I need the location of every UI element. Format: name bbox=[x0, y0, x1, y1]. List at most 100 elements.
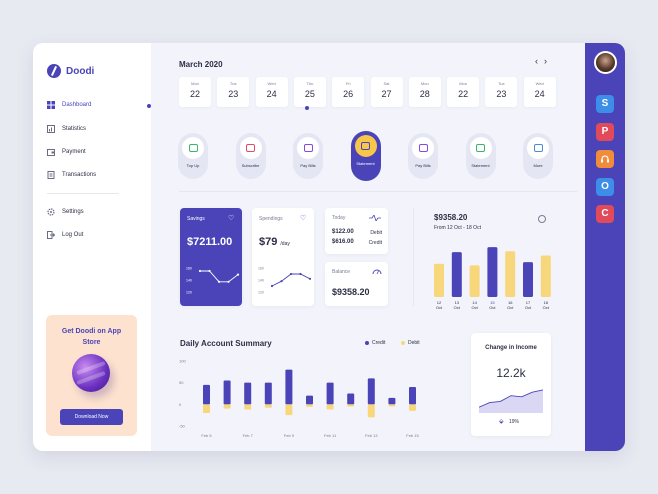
income-change-card: Change in Income 12.2k ⬙ 19% bbox=[471, 333, 551, 436]
y-tick-label: 50 bbox=[179, 380, 184, 385]
tick-label: 160 bbox=[186, 267, 192, 271]
daily-summary-title: Daily Account Summary bbox=[180, 339, 272, 348]
tick-label: 160 bbox=[258, 267, 264, 271]
sidebar-item-logout[interactable]: Log Out bbox=[47, 231, 142, 239]
sidebar-item-label: Log Out bbox=[62, 232, 84, 238]
heart-icon[interactable]: ♡ bbox=[228, 215, 235, 222]
action-pay-bills[interactable]: Pay Bills bbox=[408, 133, 438, 179]
day-date: 22 bbox=[458, 89, 469, 99]
action-statement[interactable]: Statement bbox=[350, 131, 381, 181]
credit-bar bbox=[264, 382, 272, 405]
options-icon[interactable] bbox=[538, 215, 546, 223]
day-name: Mon bbox=[191, 81, 199, 86]
credit-bar bbox=[223, 380, 231, 405]
savings-card[interactable]: Savings ♡ $7211.00 160 140 120 bbox=[180, 208, 242, 306]
sparkline-point bbox=[270, 284, 274, 288]
legend-label: Debit bbox=[408, 340, 420, 346]
action-more[interactable]: More bbox=[523, 133, 553, 179]
debit-dot bbox=[401, 341, 405, 345]
action-top-up[interactable]: Top Up bbox=[178, 133, 208, 179]
calendar-month: March 2020 bbox=[179, 60, 223, 69]
x-tick-label: Oct bbox=[489, 305, 496, 310]
sparkline-point bbox=[308, 277, 312, 280]
action-pay-bills[interactable]: Pay Bills bbox=[293, 133, 323, 179]
day-date: 23 bbox=[496, 89, 507, 99]
calendar-day[interactable]: Mon 28 bbox=[408, 77, 441, 107]
dashboard-window: Doodi Dashboard Statistics Payment Trans… bbox=[33, 43, 625, 451]
x-tick-label: Oct bbox=[436, 305, 443, 310]
sidebar-item-transactions[interactable]: Transactions bbox=[47, 171, 142, 179]
sparkline-line bbox=[200, 270, 239, 283]
x-tick-label: 18 bbox=[544, 300, 549, 305]
grid-icon bbox=[47, 101, 55, 109]
sidebar-item-payment[interactable]: Payment bbox=[47, 148, 142, 156]
calendar-day[interactable]: Fri 26 bbox=[332, 77, 365, 107]
calendar-day[interactable]: Thu 25 bbox=[293, 77, 326, 107]
sidebar-item-label: Payment bbox=[62, 149, 86, 155]
action-subscribe[interactable]: Subscribe bbox=[235, 133, 266, 179]
calendar-day[interactable]: Sat 27 bbox=[370, 77, 403, 107]
debit-bar bbox=[306, 404, 313, 407]
debit-bar bbox=[223, 404, 231, 409]
income-percent: 19% bbox=[509, 419, 520, 425]
brand-logo[interactable]: Doodi bbox=[47, 64, 94, 78]
x-tick-label: Oct bbox=[543, 305, 550, 310]
x-tick-label: Feb 7 bbox=[243, 433, 254, 438]
savings-title: Savings bbox=[187, 216, 205, 222]
x-tick-label: 16 bbox=[508, 300, 513, 305]
spendings-card[interactable]: Spendings ♡ $79 /day 160 140 120 bbox=[252, 208, 314, 306]
app-o-button[interactable]: O bbox=[596, 177, 614, 196]
legend-debit: Debit bbox=[401, 340, 420, 346]
pulse-icon bbox=[369, 215, 381, 221]
app-headset-button[interactable] bbox=[596, 150, 614, 168]
shield-icon: ⬙ bbox=[499, 419, 504, 425]
balance-title: Balance bbox=[332, 269, 351, 275]
day-name: Wed bbox=[535, 81, 544, 86]
avatar[interactable] bbox=[594, 51, 617, 74]
heart-icon[interactable]: ♡ bbox=[300, 215, 307, 222]
sparkline-point bbox=[227, 280, 230, 283]
download-now-button[interactable]: Download Now bbox=[60, 409, 123, 425]
prev-week-button[interactable]: ‹ bbox=[535, 56, 538, 66]
calendar-day[interactable]: Mon 22 bbox=[447, 77, 480, 107]
sidebar-item-dashboard[interactable]: Dashboard bbox=[47, 101, 142, 109]
sidebar-item-statistics[interactable]: Statistics bbox=[47, 125, 142, 133]
next-week-button[interactable]: › bbox=[544, 56, 547, 66]
calendar-nav: ‹ › bbox=[535, 56, 547, 66]
calendar-day[interactable]: Tue 23 bbox=[485, 77, 518, 107]
app-s-button[interactable]: S bbox=[596, 95, 614, 113]
sidebar-item-label: Settings bbox=[62, 209, 84, 215]
day-date: 28 bbox=[419, 89, 430, 99]
action-statement[interactable]: Statement bbox=[465, 133, 496, 179]
section-divider bbox=[179, 191, 577, 192]
balance-card: Balance $9358.20 bbox=[325, 262, 388, 306]
day-date: 25 bbox=[304, 89, 315, 99]
tick-label: 120 bbox=[186, 291, 192, 295]
credit-label: Credit bbox=[368, 240, 382, 246]
total-value: $9358.20 bbox=[434, 213, 468, 222]
calendar-day[interactable]: Tue 23 bbox=[217, 77, 250, 107]
y-tick-label: 100 bbox=[179, 359, 186, 364]
income-title: Change in Income bbox=[485, 345, 537, 351]
debit-amount: $122.00 bbox=[332, 229, 354, 235]
promo-illustration bbox=[72, 354, 110, 392]
y-tick-label: -50 bbox=[179, 424, 186, 429]
credit-bar bbox=[285, 369, 293, 405]
sparkline-point bbox=[289, 272, 293, 276]
weekly-bar bbox=[469, 265, 480, 297]
credit-amount: $616.00 bbox=[332, 239, 354, 245]
sidebar-item-settings[interactable]: Settings bbox=[47, 208, 142, 216]
spendings-value: $79 /day bbox=[259, 236, 290, 248]
income-line bbox=[479, 389, 543, 408]
day-date: 22 bbox=[189, 89, 200, 99]
active-indicator bbox=[147, 104, 151, 108]
calendar-day[interactable]: Wed 24 bbox=[255, 77, 288, 107]
calendar-day[interactable]: Wed 24 bbox=[523, 77, 556, 107]
calendar-day[interactable]: Mon 22 bbox=[179, 77, 211, 107]
app-p-button[interactable]: P bbox=[596, 122, 614, 141]
credit-bar bbox=[306, 395, 313, 405]
sidebar-item-label: Dashboard bbox=[62, 102, 92, 108]
app-c-button[interactable]: C bbox=[596, 205, 614, 223]
credit-dot bbox=[365, 341, 369, 345]
